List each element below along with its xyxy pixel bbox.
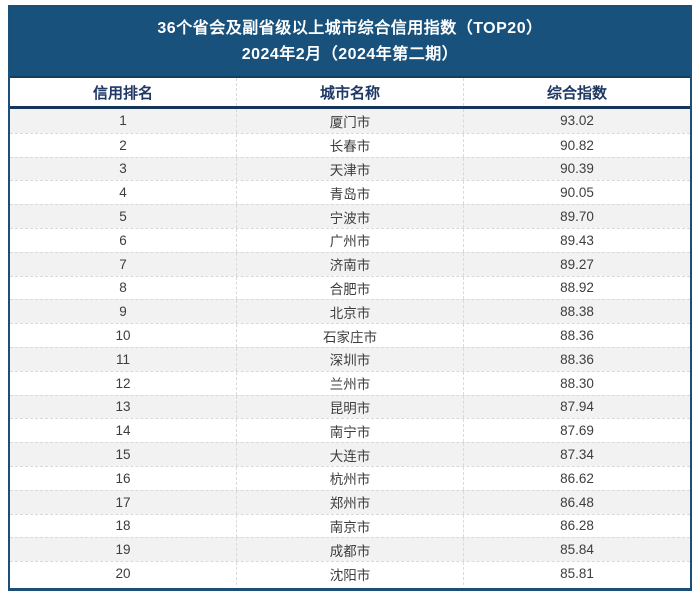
city-cell: 南京市: [236, 514, 463, 538]
table-row: 1 厦门市 93.02: [10, 109, 690, 133]
index-cell: 88.36: [463, 324, 690, 347]
city-cell: 兰州市: [236, 371, 463, 395]
index-cell: 89.43: [463, 228, 690, 252]
index-cell: 88.92: [463, 276, 690, 300]
city-cell: 郑州市: [236, 490, 463, 514]
table-row: 9 北京市 88.38: [10, 299, 690, 324]
city-cell: 厦门市: [236, 109, 463, 133]
index-cell: 86.28: [463, 514, 690, 538]
table-row: 6 广州市 89.43: [10, 227, 690, 252]
table-row: 2 长春市 90.82: [10, 132, 690, 157]
rank-cell: 1: [119, 113, 127, 129]
city-cell: 大连市: [236, 443, 463, 466]
rank-cell: 12: [115, 375, 131, 391]
table-title-line1: 36个省会及副省级以上城市综合信用指数（TOP20）: [157, 19, 543, 37]
rank-cell: 13: [115, 399, 131, 415]
city-cell: 石家庄市: [236, 324, 463, 347]
index-cell: 93.02: [463, 109, 690, 133]
rank-cell: 10: [115, 328, 131, 344]
city-cell: 合肥市: [236, 276, 463, 300]
table-row: 8 合肥市 88.92: [10, 275, 690, 300]
table-row: 18 南京市 86.28: [10, 513, 690, 538]
index-cell: 90.82: [463, 133, 690, 157]
rank-cell: 5: [119, 209, 127, 225]
rank-cell: 2: [119, 137, 127, 153]
table-row: 10 石家庄市 88.36: [10, 323, 690, 347]
rank-cell: 20: [115, 566, 131, 582]
table-row: 5 宁波市 89.70: [10, 204, 690, 228]
rank-cell: 15: [115, 447, 131, 463]
index-cell: 88.38: [463, 300, 690, 324]
index-cell: 87.34: [463, 443, 690, 466]
rank-cell: 9: [119, 304, 127, 320]
table-row: 19 成都市 85.84: [10, 537, 690, 562]
table-row: 12 兰州市 88.30: [10, 370, 690, 395]
city-cell: 沈阳市: [236, 562, 463, 585]
index-cell: 85.81: [463, 562, 690, 585]
city-cell: 昆明市: [236, 395, 463, 419]
index-cell: 86.48: [463, 490, 690, 514]
rank-cell: 11: [115, 351, 130, 367]
city-cell: 南宁市: [236, 419, 463, 443]
rank-cell: 19: [115, 542, 131, 558]
table-row: 3 天津市 90.39: [10, 156, 690, 181]
table-row: 7 济南市 89.27: [10, 251, 690, 276]
rank-cell: 14: [115, 423, 131, 439]
table-row: 20 沈阳市 85.81: [10, 561, 690, 585]
table-row: 16 杭州市 86.62: [10, 465, 690, 490]
index-cell: 89.70: [463, 205, 690, 228]
city-cell: 杭州市: [236, 466, 463, 490]
table-row: 17 郑州市 86.48: [10, 489, 690, 514]
rank-cell: 6: [119, 232, 127, 248]
rank-cell: 18: [115, 518, 131, 534]
city-cell: 成都市: [236, 538, 463, 562]
table-row: 15 大连市 87.34: [10, 442, 690, 466]
rank-cell: 16: [115, 470, 131, 486]
table-row: 13 昆明市 87.94: [10, 394, 690, 419]
column-header-city: 城市名称: [236, 78, 463, 106]
table-title-band: 36个省会及副省级以上城市综合信用指数（TOP20） 2024年2月（2024年…: [10, 7, 690, 78]
index-cell: 90.05: [463, 181, 690, 205]
column-header-index: 综合指数: [463, 78, 690, 106]
rank-cell: 7: [119, 256, 127, 272]
index-cell: 87.69: [463, 419, 690, 443]
index-cell: 85.84: [463, 538, 690, 562]
index-cell: 87.94: [463, 395, 690, 419]
table-column-header-row: 信用排名 城市名称 综合指数: [10, 78, 690, 109]
rank-cell: 17: [115, 494, 131, 510]
rank-cell: 4: [119, 185, 127, 201]
index-cell: 88.30: [463, 371, 690, 395]
city-cell: 青岛市: [236, 181, 463, 205]
table-body: 1 厦门市 93.02 2 长春市 90.82 3 天津市 90.39 4 青岛市 90.05 5 宁波市…: [10, 109, 690, 585]
index-cell: 89.27: [463, 252, 690, 276]
table-row: 4 青岛市 90.05: [10, 180, 690, 205]
rank-cell: 8: [119, 280, 127, 296]
table-row: 11 深圳市 88.36: [10, 346, 690, 371]
credit-index-table: 36个省会及副省级以上城市综合信用指数（TOP20） 2024年2月（2024年…: [8, 5, 692, 591]
city-cell: 广州市: [236, 228, 463, 252]
table-title-line2: 2024年2月（2024年第二期）: [241, 45, 459, 63]
index-cell: 90.39: [463, 157, 690, 181]
city-cell: 深圳市: [236, 347, 463, 371]
column-header-rank: 信用排名: [92, 84, 153, 102]
index-cell: 88.36: [463, 347, 690, 371]
rank-cell: 3: [119, 161, 127, 177]
city-cell: 宁波市: [236, 205, 463, 228]
city-cell: 北京市: [236, 300, 463, 324]
table-row: 14 南宁市 87.69: [10, 418, 690, 443]
city-cell: 济南市: [236, 252, 463, 276]
index-cell: 86.62: [463, 466, 690, 490]
city-cell: 长春市: [236, 133, 463, 157]
city-cell: 天津市: [236, 157, 463, 181]
